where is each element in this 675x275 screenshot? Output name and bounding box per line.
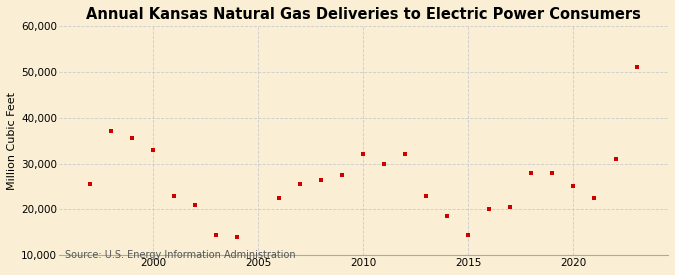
Point — [421, 193, 432, 198]
Point — [316, 177, 327, 182]
Point — [631, 65, 642, 69]
Point — [358, 152, 369, 156]
Y-axis label: Million Cubic Feet: Million Cubic Feet — [7, 92, 17, 189]
Point — [526, 170, 537, 175]
Title: Annual Kansas Natural Gas Deliveries to Electric Power Consumers: Annual Kansas Natural Gas Deliveries to … — [86, 7, 641, 22]
Point — [337, 173, 348, 177]
Point — [610, 157, 621, 161]
Point — [211, 232, 221, 237]
Point — [190, 203, 200, 207]
Point — [400, 152, 410, 156]
Point — [463, 232, 474, 237]
Point — [127, 136, 138, 141]
Point — [568, 184, 579, 189]
Point — [547, 170, 558, 175]
Point — [295, 182, 306, 186]
Point — [232, 235, 242, 239]
Point — [589, 196, 600, 200]
Point — [84, 182, 95, 186]
Point — [274, 196, 285, 200]
Point — [106, 129, 117, 134]
Text: Source: U.S. Energy Information Administration: Source: U.S. Energy Information Administ… — [65, 250, 295, 260]
Point — [484, 207, 495, 211]
Point — [442, 214, 453, 218]
Point — [169, 193, 180, 198]
Point — [148, 148, 159, 152]
Point — [252, 255, 263, 260]
Point — [379, 161, 389, 166]
Point — [505, 205, 516, 209]
